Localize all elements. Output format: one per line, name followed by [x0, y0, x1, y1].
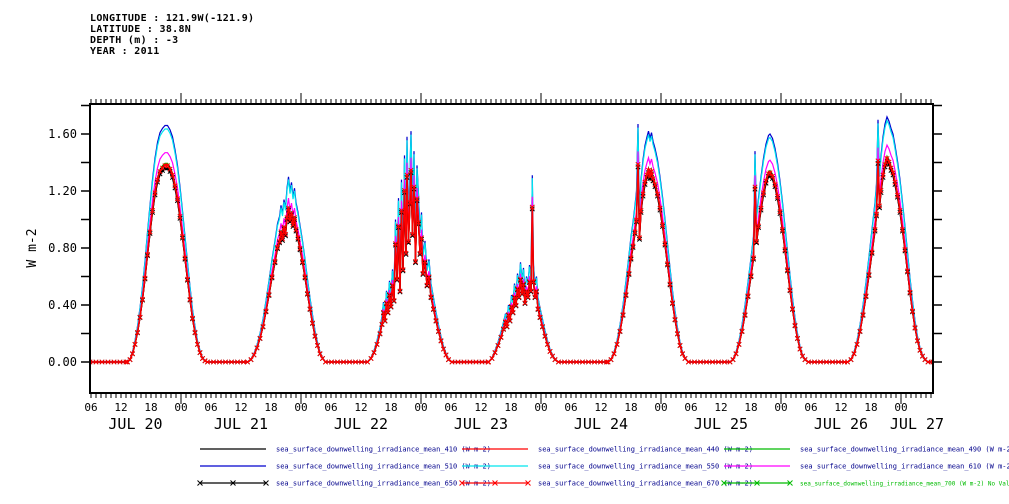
x-tick-label: 18: [384, 401, 397, 414]
x-tick-label: 18: [624, 401, 637, 414]
x-tick-label: 12: [714, 401, 727, 414]
legend: sea_surface_downwelling_irradiance_mean_…: [197, 446, 1009, 488]
x-day-label: JUL 21: [214, 415, 268, 433]
legend-label-510: sea_surface_downwelling_irradiance_mean_…: [276, 463, 491, 471]
series-line-510: [90, 115, 933, 363]
metadata-header: LONGITUDE : 121.9W(-121.9) LATITUDE : 38…: [90, 13, 254, 57]
x-tick-label: 00: [534, 401, 547, 414]
y-tick-label: 1.20: [48, 184, 77, 198]
x-tick-label: 18: [144, 401, 157, 414]
series-markers-650: [90, 158, 933, 365]
legend-marker-sample-670: [459, 480, 531, 486]
plot-box: [89, 103, 934, 394]
legend-label-490: sea_surface_downwelling_irradiance_mean_…: [800, 446, 1009, 454]
x-day-label: JUL 27: [890, 415, 944, 433]
legend-entry-440: sea_surface_downwelling_irradiance_mean_…: [462, 446, 753, 454]
x-day-label: JUL 22: [334, 415, 388, 433]
series-line-670: [90, 157, 933, 363]
legend-entry-490: sea_surface_downwelling_irradiance_mean_…: [724, 446, 1009, 454]
x-tick-label: 18: [504, 401, 517, 414]
x-day-label: JUL 26: [814, 415, 868, 433]
y-tick-label: 0.00: [48, 355, 77, 369]
x-day-label: JUL 24: [574, 415, 628, 433]
latitude-line: LATITUDE : 38.8N: [90, 24, 192, 35]
series-line-550: [90, 118, 933, 363]
x-tick-label: 06: [444, 401, 457, 414]
x-tick-label: 06: [684, 401, 697, 414]
x-tick-label: 18: [264, 401, 277, 414]
legend-entry-410: sea_surface_downwelling_irradiance_mean_…: [200, 446, 491, 454]
series-markers-670: [90, 156, 933, 365]
x-tick-label: 18: [744, 401, 757, 414]
x-tick-label: 00: [174, 401, 187, 414]
x-tick-label: 06: [804, 401, 817, 414]
series-line-650: [90, 159, 933, 363]
y-tick-label: 0.40: [48, 298, 77, 312]
depth-line: DEPTH (m) : -3: [90, 35, 179, 46]
x-tick-label: 06: [564, 401, 577, 414]
x-tick-label: 06: [204, 401, 217, 414]
series-610: [90, 143, 933, 363]
legend-marker-sample-700: [721, 480, 793, 486]
x-tick-label: 12: [834, 401, 847, 414]
x-tick-label: 12: [474, 401, 487, 414]
series-410: [90, 160, 933, 363]
legend-entry-670: sea_surface_downwelling_irradiance_mean_…: [459, 480, 753, 488]
series-line-610: [90, 143, 933, 363]
x-day-label: JUL 23: [454, 415, 508, 433]
series-line-410: [90, 160, 933, 363]
legend-label-670: sea_surface_downwelling_irradiance_mean_…: [538, 480, 753, 488]
legend-entry-510: sea_surface_downwelling_irradiance_mean_…: [200, 463, 491, 471]
x-tick-label: 00: [294, 401, 307, 414]
x-day-label: JUL 25: [694, 415, 748, 433]
x-tick-label: 00: [894, 401, 907, 414]
x-tick-label: 06: [84, 401, 97, 414]
x-tick-label: 00: [654, 401, 667, 414]
year-line: YEAR : 2011: [90, 46, 160, 57]
series-line-440: [90, 155, 933, 363]
y-tick-label: 1.60: [48, 127, 77, 141]
x-tick-label: 12: [234, 401, 247, 414]
x-tick-label: 12: [594, 401, 607, 414]
x-tick-label: 12: [354, 401, 367, 414]
x-tick-label: 18: [864, 401, 877, 414]
series-670: [90, 156, 933, 365]
legend-entry-610: sea_surface_downwelling_irradiance_mean_…: [724, 463, 1009, 471]
series-650: [90, 158, 933, 365]
legend-label-410: sea_surface_downwelling_irradiance_mean_…: [276, 446, 491, 454]
y-axis-title: W m-2: [25, 228, 40, 267]
axes: 06 12 18 00 06 12 18 00 06 12 18 00 06 12 18 00 06 12 18 00…: [48, 93, 944, 433]
x-tick-label: 12: [114, 401, 127, 414]
legend-entry-700: sea_surface_downwelling_irradiance_mean_…: [721, 480, 1009, 488]
series-510: [90, 115, 933, 363]
series-440: [90, 155, 933, 363]
plot-border: [89, 103, 934, 394]
legend-label-700: sea_surface_downwelling_irradiance_mean_…: [800, 481, 1009, 488]
series-line-490: [90, 154, 933, 363]
legend-marker-sample-650: [197, 480, 269, 486]
x-tick-label: 00: [414, 401, 427, 414]
legend-label-440: sea_surface_downwelling_irradiance_mean_…: [538, 446, 753, 454]
longitude-line: LONGITUDE : 121.9W(-121.9): [90, 13, 255, 24]
series-lines: [90, 115, 933, 365]
legend-label-550: sea_surface_downwelling_irradiance_mean_…: [538, 463, 753, 471]
legend-label-610: sea_surface_downwelling_irradiance_mean_…: [800, 463, 1009, 471]
legend-entry-650: sea_surface_downwelling_irradiance_mean_…: [197, 480, 491, 488]
y-tick-label: 0.80: [48, 241, 77, 255]
series-490: [90, 154, 933, 363]
legend-entry-550: sea_surface_downwelling_irradiance_mean_…: [462, 463, 753, 471]
x-tick-label: 06: [324, 401, 337, 414]
series-550: [90, 118, 933, 363]
legend-label-650: sea_surface_downwelling_irradiance_mean_…: [276, 480, 491, 488]
x-tick-label: 00: [774, 401, 787, 414]
x-day-label: JUL 20: [108, 415, 162, 433]
